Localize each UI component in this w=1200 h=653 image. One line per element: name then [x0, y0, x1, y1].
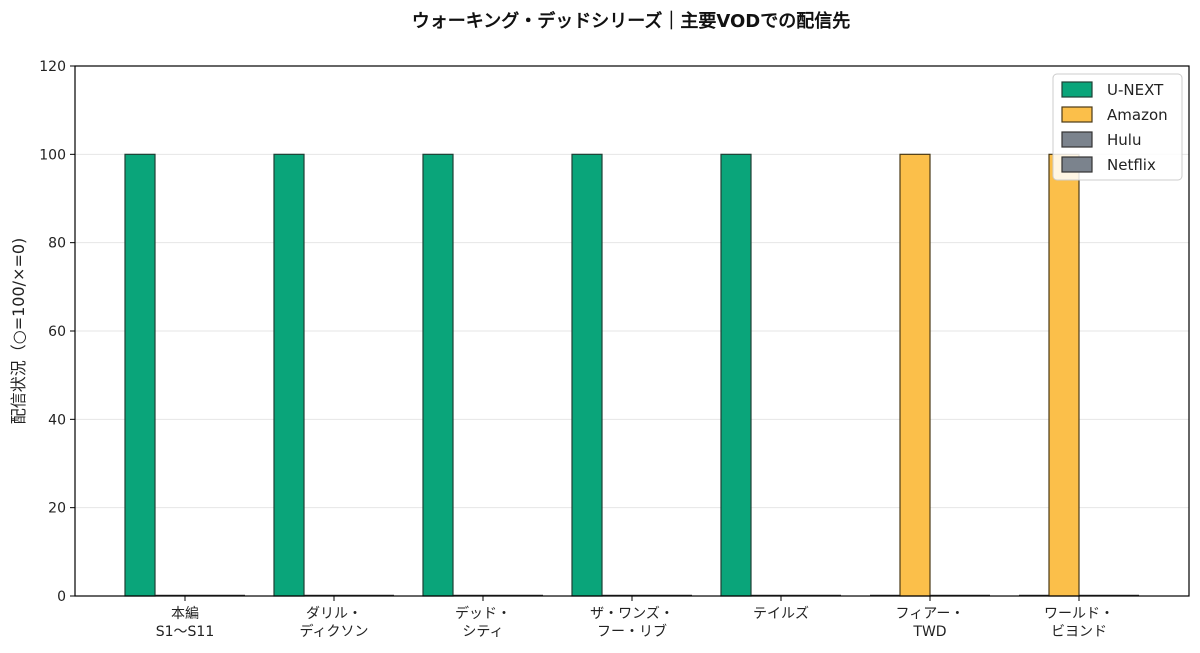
legend-label: U-NEXT — [1107, 81, 1164, 99]
legend-swatch — [1061, 131, 1093, 148]
x-tick-label: ザ・ワンズ・ — [590, 606, 674, 622]
x-tick-label: ダリル・ — [306, 606, 362, 622]
y-tick-label: 120 — [39, 59, 66, 75]
bar-amazon — [899, 153, 931, 597]
y-tick-label: 80 — [48, 236, 66, 252]
x-tick-label: デッド・ — [455, 605, 511, 622]
legend-box — [1052, 73, 1183, 181]
bars — [124, 153, 1139, 597]
x-axis-ticks: 本編 S1〜S11 ダリル・ディクソン デッド・シティ ザ・ワンズ・フー・リブ テイルズ フ… — [156, 596, 1114, 640]
legend-swatch — [1061, 156, 1093, 173]
chart-title: ウォーキング・デッドシリーズ｜主要VODでの配信先 — [412, 10, 850, 32]
y-tick-label: 0 — [57, 589, 66, 605]
x-tick-label: テイルズ — [753, 606, 809, 622]
x-tick-label: フィアー・ — [896, 606, 965, 622]
legend-swatch — [1061, 81, 1093, 98]
y-axis-label: 配信状況（○=100/×=0) — [9, 238, 28, 425]
legend-label: Hulu — [1107, 131, 1141, 149]
x-tick-label: TWD — [912, 624, 946, 640]
bar-u-next — [124, 153, 156, 597]
legend: U-NEXT Amazon Hulu Netflix — [1052, 73, 1183, 181]
x-tick-label: フー・リブ — [597, 623, 667, 640]
x-tick-label: 本編 — [171, 606, 199, 622]
bar-u-next — [571, 153, 603, 597]
bar-u-next — [720, 153, 752, 597]
y-tick-label: 100 — [39, 147, 66, 163]
legend-label: Netflix — [1107, 156, 1156, 174]
x-tick-label: ディクソン — [299, 623, 368, 640]
x-tick-label: ビヨンド — [1051, 624, 1107, 640]
grid-lines — [75, 153, 1189, 509]
legend-label: Amazon — [1107, 106, 1168, 124]
x-tick-label: S1〜S11 — [156, 624, 215, 640]
x-tick-label: シティ — [462, 624, 503, 640]
bar-u-next — [422, 153, 454, 597]
y-tick-label: 60 — [48, 324, 66, 340]
y-axis-ticks: 0 20 40 60 80 100 120 — [39, 59, 75, 605]
x-tick-label: ワールド・ — [1044, 606, 1114, 622]
legend-swatch — [1061, 106, 1093, 123]
y-tick-label: 40 — [48, 412, 66, 428]
y-tick-label: 20 — [48, 501, 66, 517]
bar-u-next — [273, 153, 305, 597]
bar-amazon — [1048, 153, 1080, 597]
